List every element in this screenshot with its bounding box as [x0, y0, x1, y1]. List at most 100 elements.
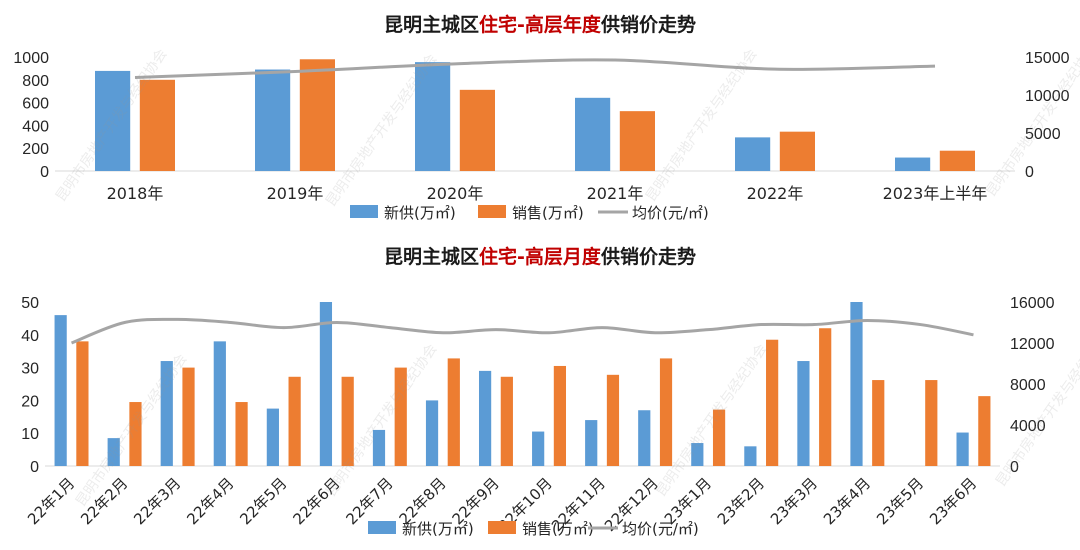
supply-bar — [638, 410, 651, 466]
supply-bar — [160, 361, 173, 466]
sales-bar — [553, 365, 567, 466]
x-tick-label: 22年4月 — [183, 474, 237, 528]
supply-bar — [575, 97, 611, 171]
x-tick-label: 2018年 — [107, 184, 164, 203]
sales-bar — [459, 89, 495, 171]
price-line — [70, 317, 974, 345]
y-right-tick-label: 0 — [1025, 164, 1034, 181]
supply-bar — [797, 361, 810, 466]
supply-bar — [478, 370, 492, 466]
x-tick-label: 2023年上半年 — [883, 184, 988, 203]
y-right-tick-label: 10000 — [1025, 88, 1070, 105]
sales-bar — [978, 396, 991, 466]
x-tick-label: 23年6月 — [926, 474, 980, 528]
y-left-tick-label: 0 — [30, 459, 39, 476]
chart1-title-highlight: 住宅-高层年度 — [479, 14, 601, 36]
sales-bar — [129, 402, 142, 466]
y-left-tick-label: 50 — [21, 295, 39, 312]
supply-bar — [95, 70, 131, 171]
sales-bar — [606, 374, 620, 466]
legend-label: 新供(万㎡) — [402, 520, 474, 538]
y-right-tick-label: 0 — [1010, 459, 1019, 476]
supply-bar — [372, 429, 386, 466]
sales-bar — [766, 339, 779, 466]
x-tick-label: 23年5月 — [873, 474, 927, 528]
chart2-title-prefix: 昆明主城区 — [384, 246, 480, 268]
supply-bar — [54, 315, 67, 466]
x-tick-label: 2019年 — [267, 184, 324, 203]
chart1-title-prefix: 昆明主城区 — [384, 14, 480, 36]
chart2-title-highlight: 住宅-高层月度 — [479, 246, 601, 268]
sales-bar — [819, 328, 832, 466]
x-tick-label: 22年3月 — [130, 474, 184, 528]
y-right-tick-label: 15000 — [1025, 50, 1070, 67]
sales-bar — [619, 111, 655, 171]
sales-bar — [139, 79, 175, 171]
y-left-tick-label: 20 — [21, 393, 39, 410]
legend-supply-swatch — [350, 205, 378, 218]
sales-bar — [288, 376, 301, 466]
x-tick-label: 2021年 — [587, 184, 644, 203]
sales-bar — [659, 358, 673, 466]
y-right-tick-label: 12000 — [1010, 336, 1055, 353]
sales-bar — [394, 367, 407, 466]
y-right-tick-label: 4000 — [1010, 418, 1046, 435]
supply-bar — [895, 157, 931, 171]
chart1-title-suffix: 供销价走势 — [600, 14, 696, 36]
x-tick-label: 2022年 — [747, 184, 804, 203]
chart1-title: 昆明主城区住宅-高层年度供销价走势 — [0, 10, 1080, 37]
y-right-tick-label: 5000 — [1025, 126, 1061, 143]
sales-bar — [872, 380, 885, 466]
chart2-title-suffix: 供销价走势 — [600, 246, 696, 268]
supply-bar — [850, 302, 863, 466]
sales-bar — [939, 150, 975, 171]
sales-bar — [447, 358, 460, 466]
legend-label: 销售(万㎡) — [522, 520, 594, 538]
y-left-tick-label: 40 — [21, 328, 39, 345]
x-tick-label: 22年7月 — [342, 474, 396, 528]
x-tick-label: 22年1月 — [24, 474, 78, 528]
supply-bar — [744, 446, 757, 466]
sales-bar — [779, 131, 815, 171]
y-left-tick-label: 200 — [22, 141, 49, 158]
supply-bar — [532, 431, 545, 466]
sales-bar — [76, 341, 89, 466]
supply-bar — [107, 438, 120, 466]
supply-bar — [213, 341, 226, 466]
supply-bar — [255, 69, 291, 171]
y-left-tick-label: 10 — [21, 426, 39, 443]
supply-bar — [585, 420, 598, 466]
supply-bar — [691, 443, 704, 466]
supply-bar — [266, 408, 279, 466]
x-tick-label: 2020年 — [427, 184, 484, 203]
sales-bar — [500, 376, 513, 466]
sales-bar — [182, 367, 195, 466]
legend-supply-swatch — [368, 521, 396, 534]
legend-sales-swatch — [478, 205, 506, 218]
legend-sales-swatch — [488, 521, 516, 534]
y-left-tick-label: 0 — [40, 164, 49, 181]
y-left-tick-label: 30 — [21, 361, 39, 378]
legend-label: 新供(万㎡) — [384, 204, 456, 222]
price-line — [134, 58, 936, 80]
sales-bar — [235, 402, 248, 466]
x-tick-label: 23年3月 — [767, 474, 821, 528]
y-right-tick-label: 8000 — [1010, 377, 1046, 394]
y-left-tick-label: 600 — [22, 96, 49, 113]
x-tick-label: 23年2月 — [714, 474, 768, 528]
supply-bar — [956, 432, 969, 466]
y-left-tick-label: 1000 — [13, 50, 49, 67]
sales-bar — [299, 59, 335, 171]
y-right-tick-label: 16000 — [1010, 295, 1055, 312]
sales-bar — [341, 376, 354, 466]
x-tick-label: 22年5月 — [236, 474, 290, 528]
y-left-tick-label: 800 — [22, 73, 49, 90]
sales-bar — [925, 380, 938, 466]
legend-label: 销售(万㎡) — [512, 204, 584, 222]
y-left-tick-label: 400 — [22, 118, 49, 135]
supply-bar — [735, 137, 771, 171]
supply-bar — [319, 302, 333, 466]
chart2-title: 昆明主城区住宅-高层月度供销价走势 — [0, 242, 1080, 269]
